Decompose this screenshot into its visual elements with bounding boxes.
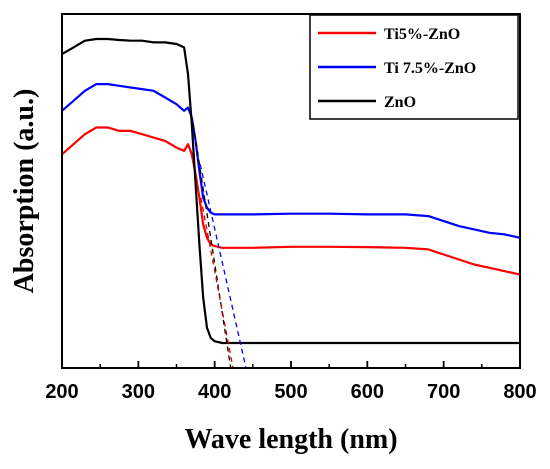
x-tick-label: 200 [45, 381, 78, 403]
plot-lines [61, 37, 521, 345]
x-tick-label: 500 [274, 381, 307, 403]
x-tick-label: 600 [351, 381, 384, 403]
x-tick-label: 400 [198, 381, 231, 403]
legend-label-1: Ti 7.5%-ZnO [384, 60, 476, 77]
legend-label-2: ZnO [384, 94, 416, 111]
series-line-0 [61, 126, 521, 276]
y-axis-title: Absorption (a.u.) [9, 89, 40, 294]
x-axis-title: Wave length (nm) [184, 424, 397, 455]
series-line-2 [61, 37, 520, 345]
legend-label-0: Ti5%-ZnO [384, 26, 460, 43]
x-tick-label: 800 [503, 381, 536, 403]
tangent-line-1 [200, 197, 234, 369]
tangent-line-2 [199, 164, 247, 369]
x-axis-ticks: 200 300 400 500 600 700 800 [45, 361, 537, 403]
x-tick-label: 700 [427, 381, 460, 403]
tangent-lines [192, 124, 247, 369]
legend: Ti5%-ZnO Ti 7.5%-ZnO ZnO [309, 14, 519, 120]
x-tick-label: 300 [122, 381, 155, 403]
series-line-1 [61, 83, 521, 239]
